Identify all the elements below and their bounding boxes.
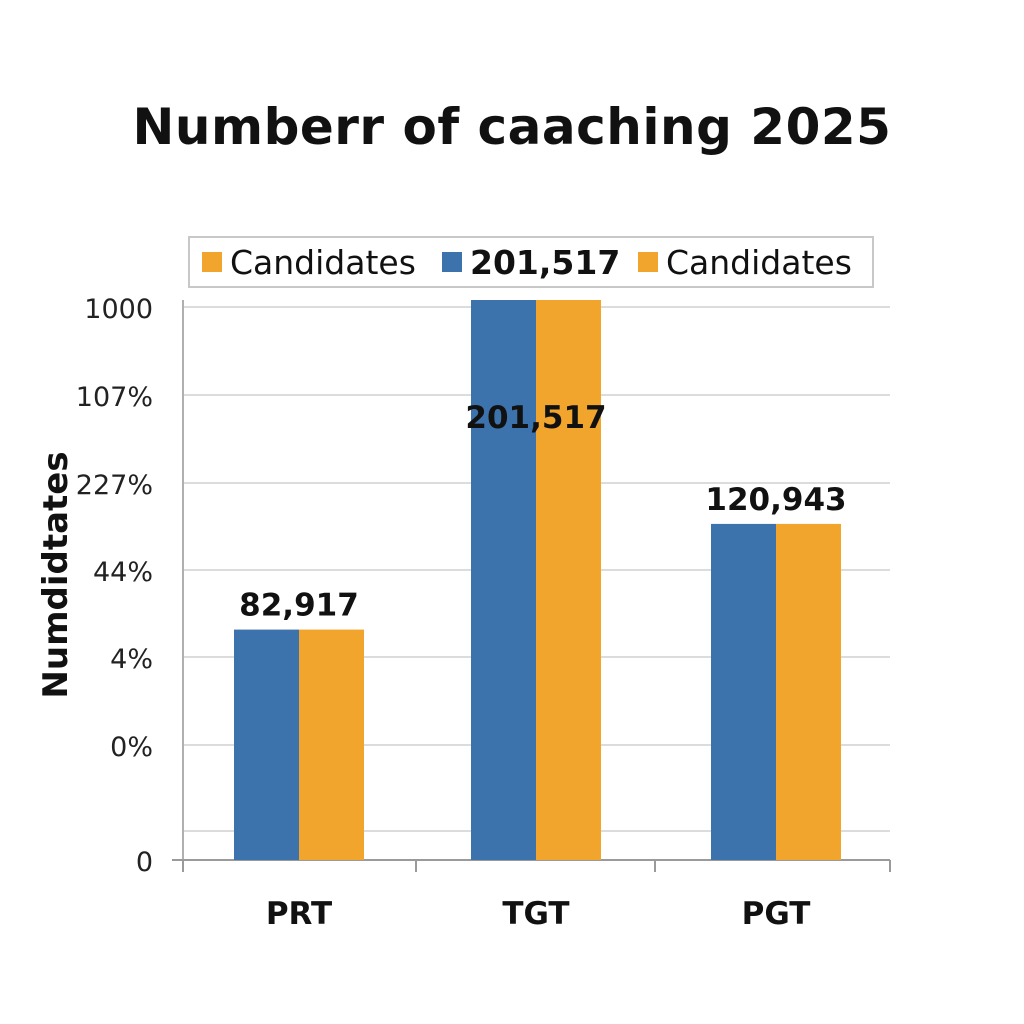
y-tick-label: 44% — [93, 557, 153, 588]
legend-item: Candidates — [638, 242, 852, 282]
y-tick-label: 1000 — [84, 294, 153, 325]
y-tick-label: 0% — [110, 732, 153, 763]
y-tick-label: 4% — [110, 644, 153, 675]
legend-item: 201,517 — [442, 242, 621, 282]
bar — [536, 300, 601, 860]
legend-swatch — [442, 252, 462, 272]
x-tick-label: PGT — [742, 896, 811, 932]
legend-label: 201,517 — [470, 242, 621, 282]
y-tick-label: 227% — [76, 470, 153, 501]
legend-label: Candidates — [230, 242, 416, 282]
legend-label: Candidates — [666, 242, 852, 282]
data-label: 82,917 — [239, 588, 359, 624]
chart-title: Numberr of caaching 2025 — [132, 98, 892, 156]
legend-swatch — [638, 252, 658, 272]
bar — [776, 523, 841, 860]
y-tick-label: 107% — [76, 382, 153, 413]
x-tick-label: PRT — [266, 896, 332, 932]
data-label: 120,943 — [705, 482, 846, 518]
bar — [471, 300, 536, 860]
bar — [234, 629, 299, 860]
y-tick-label: 0 — [136, 847, 153, 878]
x-tick-label: TGT — [502, 896, 569, 932]
legend-item: Candidates — [202, 242, 416, 282]
chart-legend: Candidates 201,517 Candidates — [188, 236, 874, 288]
data-label: 201,517 — [465, 400, 606, 436]
bar — [299, 629, 364, 860]
bar — [711, 523, 776, 860]
legend-swatch — [202, 252, 222, 272]
